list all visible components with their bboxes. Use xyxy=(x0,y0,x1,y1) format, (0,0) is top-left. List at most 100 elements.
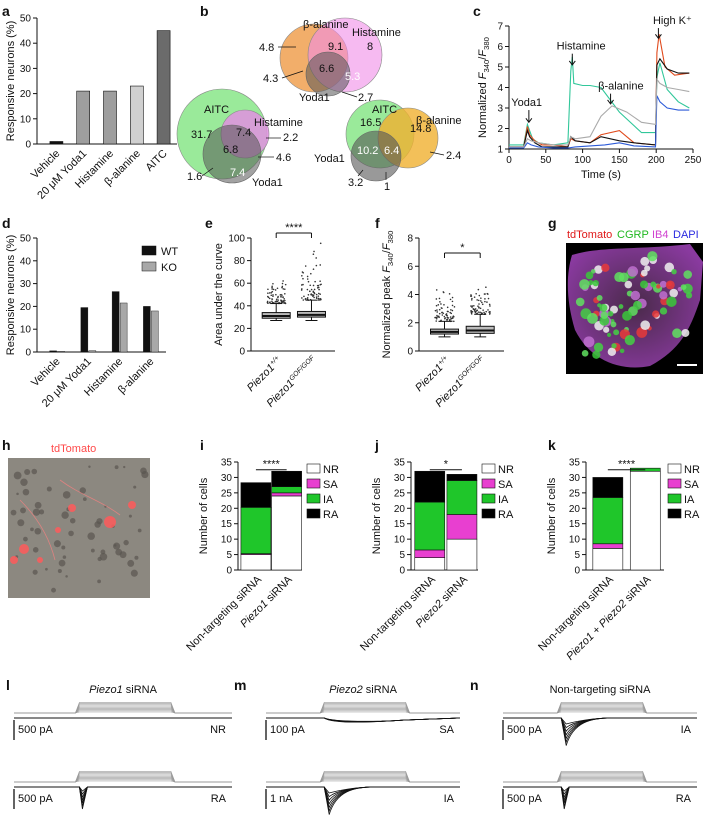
stack-segment-sa xyxy=(414,549,446,558)
scale-bar-label: 500 pA xyxy=(507,793,543,805)
bar--alanine xyxy=(130,85,144,145)
cell-blob xyxy=(669,288,679,298)
genotype-superscript: GOF/GOF xyxy=(288,354,316,382)
outlier-point xyxy=(442,291,445,294)
speck xyxy=(10,509,17,516)
cell-blob xyxy=(583,336,595,348)
cell-blob xyxy=(607,310,614,317)
scale-bar-label: 500 pA xyxy=(18,793,54,805)
outlier-point xyxy=(479,300,482,302)
outlier-point xyxy=(271,298,274,300)
speck xyxy=(65,575,68,578)
outlier-point xyxy=(438,308,441,311)
outlier-point xyxy=(480,297,482,299)
outlier-point xyxy=(439,301,441,303)
x-tick-label-rest: siRNA xyxy=(621,573,654,606)
y-axis-label: Number of cells xyxy=(198,477,210,554)
scale-bar-label: 500 pA xyxy=(18,724,54,736)
outlier-point xyxy=(284,301,286,304)
y-tick-label: 15 xyxy=(569,519,581,530)
y-tick-label: 50 xyxy=(20,14,32,25)
outlier-point xyxy=(274,301,277,303)
venn-value: 6.8 xyxy=(223,144,238,156)
legend-swatch-ra xyxy=(481,508,496,519)
cell-blob xyxy=(665,280,675,290)
current-trace xyxy=(503,786,697,810)
y-tick-label: 30 xyxy=(569,473,581,484)
venn-value: 14.8 xyxy=(410,123,431,135)
outlier-point xyxy=(483,311,485,314)
outlier-point xyxy=(279,294,282,296)
speck xyxy=(127,559,135,567)
outlier-point xyxy=(306,288,309,291)
speck xyxy=(90,548,95,553)
x-tick-label: AITC xyxy=(144,148,170,174)
bar-wt xyxy=(49,350,57,353)
legend-label: IA xyxy=(498,494,509,506)
response-type-label: IA xyxy=(444,793,455,805)
genotype-superscript: +/+ xyxy=(269,355,281,367)
outlier-point xyxy=(436,314,438,317)
outlier-point xyxy=(301,288,303,290)
speck xyxy=(119,551,127,559)
outlier-point xyxy=(275,298,278,301)
venn-value: 6.6 xyxy=(319,63,334,75)
legend-swatch-ia xyxy=(667,493,682,504)
y-tick-label: 10 xyxy=(20,325,32,336)
outlier-point xyxy=(479,307,482,310)
outlier-point xyxy=(312,295,314,298)
outlier-point xyxy=(484,298,486,300)
outlier-point xyxy=(451,317,454,319)
outlier-point xyxy=(447,310,449,313)
speck xyxy=(53,540,61,548)
legend-label: NR xyxy=(323,464,339,476)
cell-blob xyxy=(607,347,617,357)
outlier-point xyxy=(312,253,315,256)
legend-label: RA xyxy=(498,509,514,521)
genotype-superscript: +/+ xyxy=(437,355,449,367)
outlier-point xyxy=(479,311,481,314)
outlier-point xyxy=(306,297,309,299)
venn-value: 7.4 xyxy=(230,167,245,179)
outlier-point xyxy=(318,288,320,291)
venn-value: 4.3 xyxy=(263,73,278,85)
outlier-point xyxy=(319,293,321,295)
speck xyxy=(100,549,106,555)
label-sub: 340 xyxy=(482,60,491,73)
outlier-point xyxy=(319,280,321,282)
y-tick-label: 2 xyxy=(497,124,503,135)
y-tick-label: 15 xyxy=(221,519,233,530)
outlier-point xyxy=(452,315,455,317)
response-type-label: IA xyxy=(681,724,692,736)
y-tick-label: 15 xyxy=(394,519,406,530)
venn-circle-yoda1 xyxy=(305,51,351,97)
outlier-point xyxy=(282,300,285,303)
outlier-point xyxy=(301,274,303,277)
panel-letter-m: m xyxy=(234,677,246,693)
label-f: F xyxy=(477,49,489,57)
outlier-point xyxy=(315,257,317,259)
outlier-point xyxy=(271,286,273,289)
outlier-point xyxy=(484,293,486,295)
stimulus-step xyxy=(266,778,460,783)
venn-value: 2.4 xyxy=(446,150,461,162)
venn-value: 31.7 xyxy=(191,129,212,141)
current-trace xyxy=(503,717,697,746)
speck xyxy=(51,587,56,593)
current-trace xyxy=(14,786,232,792)
trace-title: Piezo2 siRNA xyxy=(329,684,398,696)
panel-letter-a: a xyxy=(2,3,10,19)
outlier-point xyxy=(307,293,310,296)
y-tick-label: 25 xyxy=(394,488,406,499)
outlier-point xyxy=(317,292,320,295)
title-rest: siRNA xyxy=(123,684,158,696)
y-tick-label: 4 xyxy=(407,290,413,301)
micrograph-background xyxy=(8,458,150,598)
current-trace xyxy=(266,786,460,805)
legend-label: SA xyxy=(684,479,699,491)
cell-blob xyxy=(594,265,603,274)
y-tick-label: 20 xyxy=(221,504,233,515)
annotation-arrowhead xyxy=(525,118,533,124)
speck xyxy=(61,545,66,550)
legend-label: NR xyxy=(684,464,700,476)
